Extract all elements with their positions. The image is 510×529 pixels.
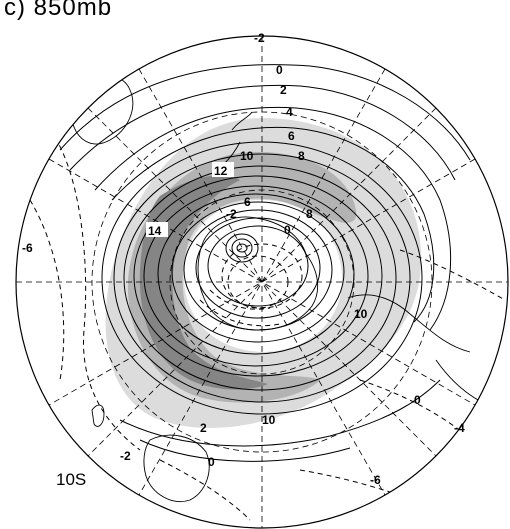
africa-coast [143, 434, 210, 502]
contour-label: 2 [280, 83, 287, 97]
dashed-contours [29, 39, 506, 521]
contour-label: 8 [306, 207, 313, 221]
solid-contours [59, 64, 471, 462]
contour-label: 0 [414, 393, 421, 407]
contour-label: 6 [288, 129, 295, 143]
map-boundary [15, 35, 509, 529]
contour-label: 12 [214, 164, 228, 178]
contour-label: 0 [208, 455, 215, 469]
contour-label: 14 [148, 224, 162, 238]
contour-label: 4 [286, 105, 293, 119]
contour-label: 6 [244, 195, 251, 209]
madagascar-coast [91, 404, 105, 427]
australia-coast [69, 74, 134, 145]
contour-label: -6 [22, 241, 33, 255]
contour-label: -2 [254, 31, 265, 45]
panel-title: c) 850mb [4, 0, 113, 21]
contour-label: 0 [276, 63, 283, 77]
contour-label: -6 [370, 473, 381, 487]
latlon-grid [16, 36, 508, 528]
contour-labels: -2 0 2 4 6 8 10 12 14 -6 -2 6 8 0 10 10 … [22, 31, 465, 487]
contour-label: -4 [454, 421, 465, 435]
contour-label: 2 [200, 421, 207, 435]
antarctica-coast [197, 216, 319, 331]
contour-label: 10 [262, 413, 276, 427]
contour-label: 10 [354, 307, 368, 321]
contour-label: -2 [120, 449, 131, 463]
contour-label: 0 [284, 223, 291, 237]
label-box-12: 12 [212, 162, 234, 178]
contour-label: -2 [226, 207, 237, 221]
contour-label: 8 [298, 149, 305, 163]
map-content [16, 36, 508, 528]
latitude-label: 10S [56, 470, 87, 489]
label-box-14: 14 [146, 222, 168, 238]
contour-label: 10 [240, 149, 254, 163]
